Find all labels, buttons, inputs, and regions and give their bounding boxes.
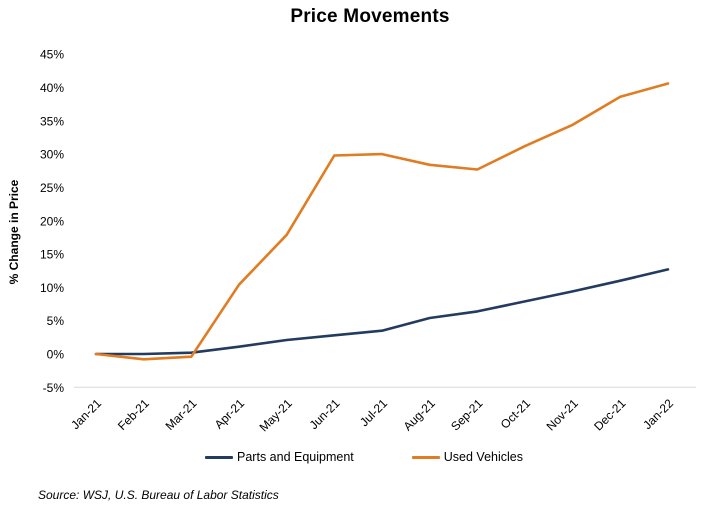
- x-tick-label: Jun-21: [307, 396, 343, 432]
- y-tick-label: 35%: [40, 114, 64, 128]
- x-tick-label: Nov-21: [544, 396, 581, 433]
- legend-line-sample-used-vehicles: [411, 455, 440, 459]
- x-tick-label: Jan-22: [640, 396, 676, 432]
- series-line-parts-and-equipment: [94, 268, 670, 356]
- y-tick-label: 30%: [40, 148, 64, 162]
- x-tick-label: Oct-21: [498, 396, 534, 432]
- y-tick-label: 0%: [47, 348, 65, 362]
- x-tick-label: Sep-21: [448, 396, 485, 433]
- legend: Parts and Equipment Used Vehicles: [24, 450, 704, 464]
- legend-line-sample-parts-and-equipment: [205, 455, 234, 459]
- legend-item-parts-and-equipment: Parts and Equipment: [205, 450, 354, 464]
- y-tick-label: 20%: [40, 214, 64, 228]
- series-line-used-vehicles: [94, 82, 670, 361]
- x-tick-label: Jan-21: [68, 396, 104, 432]
- chart-title: Price Movements: [290, 6, 450, 27]
- y-tick-label: 25%: [40, 181, 64, 195]
- x-tick-label: Mar-21: [163, 396, 200, 433]
- legend-item-used-vehicles: Used Vehicles: [411, 450, 523, 464]
- y-tick-label: -5%: [43, 381, 65, 395]
- y-tick-label: 45%: [40, 48, 64, 62]
- x-tick-label: Apr-21: [212, 396, 248, 432]
- legend-label: Used Vehicles: [443, 450, 523, 464]
- y-tick-label: 5%: [47, 314, 65, 328]
- legend-label: Parts and Equipment: [237, 450, 354, 464]
- x-tick-label: Jul-21: [357, 396, 390, 429]
- y-tick-label: 40%: [40, 81, 64, 95]
- x-tick-label: Dec-21: [591, 396, 628, 433]
- y-tick-label: 15%: [40, 248, 64, 262]
- x-tick-label: Feb-21: [115, 396, 152, 433]
- x-tick-label: Aug-21: [401, 396, 438, 433]
- y-tick-label: 10%: [40, 281, 64, 295]
- x-tick-label: May-21: [257, 396, 295, 434]
- source-note: Source: WSJ, U.S. Bureau of Labor Statis…: [38, 488, 279, 502]
